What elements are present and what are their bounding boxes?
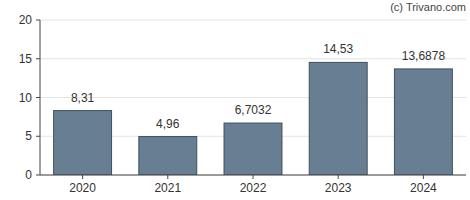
x-tick-label: 2020	[69, 181, 96, 195]
x-tick	[167, 175, 168, 179]
y-tick-label: 0	[25, 168, 32, 182]
watermark: (c) Trivano.com	[390, 1, 466, 13]
y-tick	[36, 20, 40, 21]
bar	[309, 62, 367, 175]
y-tick	[36, 136, 40, 137]
x-tick-label: 2024	[410, 181, 437, 195]
x-tick	[253, 175, 254, 179]
data-label: 4,96	[156, 117, 180, 131]
bar	[54, 111, 112, 175]
y-tick	[36, 175, 40, 176]
data-label: 13,6878	[402, 49, 446, 63]
x-tick	[82, 175, 83, 179]
x-tick-label: 2022	[240, 181, 267, 195]
bar	[139, 137, 197, 175]
y-tick-label: 10	[19, 91, 33, 105]
y-tick	[36, 97, 40, 98]
bar	[394, 69, 452, 175]
x-tick	[338, 175, 339, 179]
grid-line	[40, 20, 466, 21]
y-axis	[40, 20, 41, 175]
data-label: 8,31	[71, 91, 95, 105]
y-tick	[36, 58, 40, 59]
data-label: 14,53	[323, 42, 353, 56]
y-tick-label: 5	[25, 129, 32, 143]
bars	[54, 62, 453, 175]
x-tick	[423, 175, 424, 179]
data-label: 6,7032	[235, 103, 272, 117]
chart-container: 0 5 10 15 20 8,31 4,96 6,7032 14,53 13,6878 2020 20…	[0, 0, 470, 200]
chart-svg: 0 5 10 15 20 8,31 4,96 6,7032 14,53 13,6878 2020 20…	[0, 0, 470, 200]
y-tick-label: 15	[19, 52, 33, 66]
x-tick-label: 2021	[154, 181, 181, 195]
x-tick-label: 2023	[325, 181, 352, 195]
y-tick-label: 20	[19, 13, 33, 27]
bar	[224, 123, 282, 175]
